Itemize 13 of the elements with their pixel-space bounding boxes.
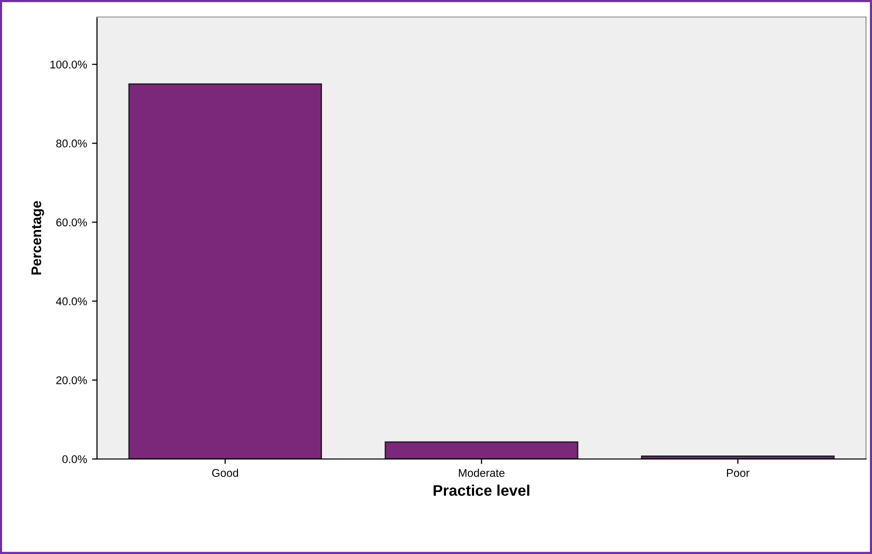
- x-axis-title: Practice level: [434, 484, 530, 496]
- x-tick-label: Good: [212, 468, 238, 477]
- x-tick-label: Poor: [727, 469, 750, 477]
- y-tick-label: 100.0%: [50, 60, 87, 68]
- y-axis-title: Percentage: [32, 201, 44, 275]
- bar: [128, 83, 322, 459]
- y-tick-label: 20.0%: [56, 376, 87, 384]
- y-tick-label: 80.0%: [56, 140, 87, 148]
- y-tick-label: 60.0%: [56, 218, 87, 226]
- y-tick-label: 0.0%: [62, 455, 87, 464]
- y-tick-label: 40.0%: [56, 297, 87, 306]
- x-tick-label: Moderate: [458, 468, 504, 477]
- bar: [384, 441, 578, 459]
